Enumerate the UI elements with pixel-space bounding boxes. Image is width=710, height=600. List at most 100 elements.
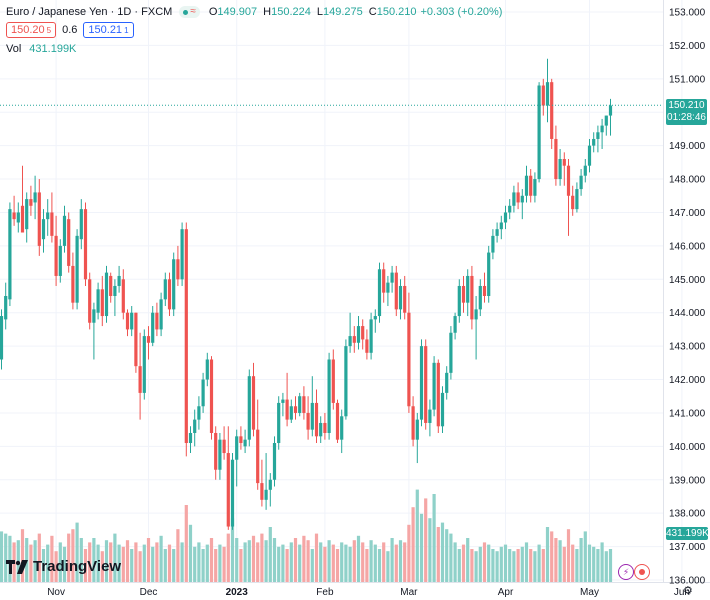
- volume-bar: [193, 546, 197, 582]
- volume-label[interactable]: Vol: [6, 43, 22, 55]
- buy-button[interactable]: 150.21 1: [83, 22, 134, 38]
- candle-body: [390, 272, 394, 283]
- candle-body: [197, 406, 201, 420]
- candle-body: [575, 189, 579, 210]
- candle-body: [4, 296, 8, 320]
- candle-body: [180, 229, 184, 280]
- volume-bar: [428, 518, 432, 582]
- candle-body: [554, 138, 558, 180]
- candle-body: [558, 159, 562, 180]
- volume-bar: [440, 522, 445, 582]
- candle-body: [67, 219, 71, 266]
- candle-body: [29, 199, 33, 206]
- volume-bar: [424, 498, 428, 582]
- volume-bar: [293, 538, 298, 582]
- candle-body: [604, 115, 608, 126]
- market-open-dot-icon: [183, 9, 189, 15]
- volume-bar: [83, 549, 88, 582]
- volume-bar: [562, 546, 566, 582]
- volume-bar: [134, 542, 138, 582]
- volume-bar: [356, 535, 361, 582]
- candle-body: [335, 402, 340, 440]
- candle-body: [566, 165, 571, 196]
- record-icon[interactable]: [634, 564, 650, 580]
- volume-bar: [214, 549, 218, 582]
- volume-bar: [8, 535, 12, 582]
- volume-bar: [33, 540, 37, 582]
- volume-bar: [100, 551, 104, 582]
- symbol-title[interactable]: Euro / Japanese Yen · 1D · FXCM: [6, 6, 173, 18]
- tradingview-logo[interactable]: TradingView: [6, 558, 121, 575]
- candle-body: [403, 285, 407, 313]
- chart-legend: Euro / Japanese Yen · 1D · FXCM ≈ O149.9…: [6, 6, 502, 18]
- time-axis[interactable]: Nov Dec 2023 Feb Mar Apr May Jun: [47, 587, 690, 598]
- candle-body: [474, 309, 478, 320]
- volume-bar: [268, 527, 272, 582]
- price-tick-label: 142.000: [669, 375, 706, 386]
- volume-bar: [104, 540, 109, 582]
- market-status[interactable]: ≈: [179, 6, 200, 18]
- volume-bar: [62, 546, 67, 582]
- volume-bar: [310, 549, 314, 582]
- volume-bar: [403, 542, 407, 582]
- volume-bar: [92, 538, 96, 582]
- volume-bar: [571, 544, 575, 582]
- volume-bar: [608, 549, 613, 582]
- ohlc-low: L149.275: [316, 6, 363, 18]
- volume-bar: [197, 542, 201, 582]
- candle-body: [461, 285, 466, 303]
- price-change: +0.303 (+0.20%): [420, 6, 503, 18]
- volume-bar: [235, 538, 239, 582]
- candle-body: [436, 362, 440, 427]
- volume-bar: [436, 527, 440, 582]
- candle-body: [226, 453, 230, 527]
- time-tick-label: Jun: [674, 587, 690, 598]
- lightning-icon[interactable]: ⚡: [618, 564, 634, 580]
- volume-bar: [478, 546, 482, 582]
- candle-body: [302, 396, 306, 413]
- candle-body: [256, 429, 260, 484]
- volume-bar: [512, 551, 516, 582]
- candle-body: [50, 212, 54, 236]
- candle-body: [209, 359, 214, 433]
- candle-body: [218, 439, 222, 470]
- sell-button[interactable]: 150.20 5: [6, 22, 57, 38]
- candle-body: [579, 175, 583, 190]
- candle-body: [503, 212, 508, 223]
- gear-icon[interactable]: ⚙: [683, 585, 693, 597]
- last-price-tag: 150.210 01:28:46: [666, 99, 707, 126]
- candle-body: [117, 275, 121, 286]
- volume-bar: [566, 529, 571, 582]
- volume-bar: [205, 544, 209, 582]
- candle-body: [382, 269, 386, 293]
- price-tick-label: 137.000: [669, 542, 706, 553]
- bar-countdown: 01:28:46: [667, 112, 706, 124]
- price-axis[interactable]: 136.000 137.000 138.000 139.000 140.000 141.0…: [669, 8, 706, 587]
- volume-bar: [188, 524, 193, 582]
- volume-bar: [260, 533, 264, 582]
- volume-bar: [327, 540, 331, 582]
- volume-bar: [335, 549, 340, 582]
- volume-bar: [352, 540, 356, 582]
- candle-body: [289, 406, 293, 420]
- volume-bar: [550, 531, 554, 582]
- volume-bar: [470, 549, 474, 582]
- candle-body: [524, 175, 529, 196]
- time-tick-label: Mar: [400, 587, 418, 598]
- candle-body: [37, 192, 41, 246]
- chart-grid: [0, 0, 683, 582]
- volume-bar: [348, 546, 352, 582]
- volume-bar: [29, 544, 33, 582]
- volume-bar: [432, 494, 436, 582]
- candle-body: [83, 209, 88, 280]
- volume-bar: [373, 544, 377, 582]
- candle-body: [352, 336, 356, 343]
- candle-body: [537, 85, 541, 180]
- candle-body: [222, 439, 226, 454]
- candle-body: [440, 392, 445, 427]
- candle-body: [41, 219, 46, 240]
- volume-bar: [20, 529, 25, 582]
- price-tick-label: 147.000: [669, 208, 706, 219]
- candle-body: [146, 336, 151, 343]
